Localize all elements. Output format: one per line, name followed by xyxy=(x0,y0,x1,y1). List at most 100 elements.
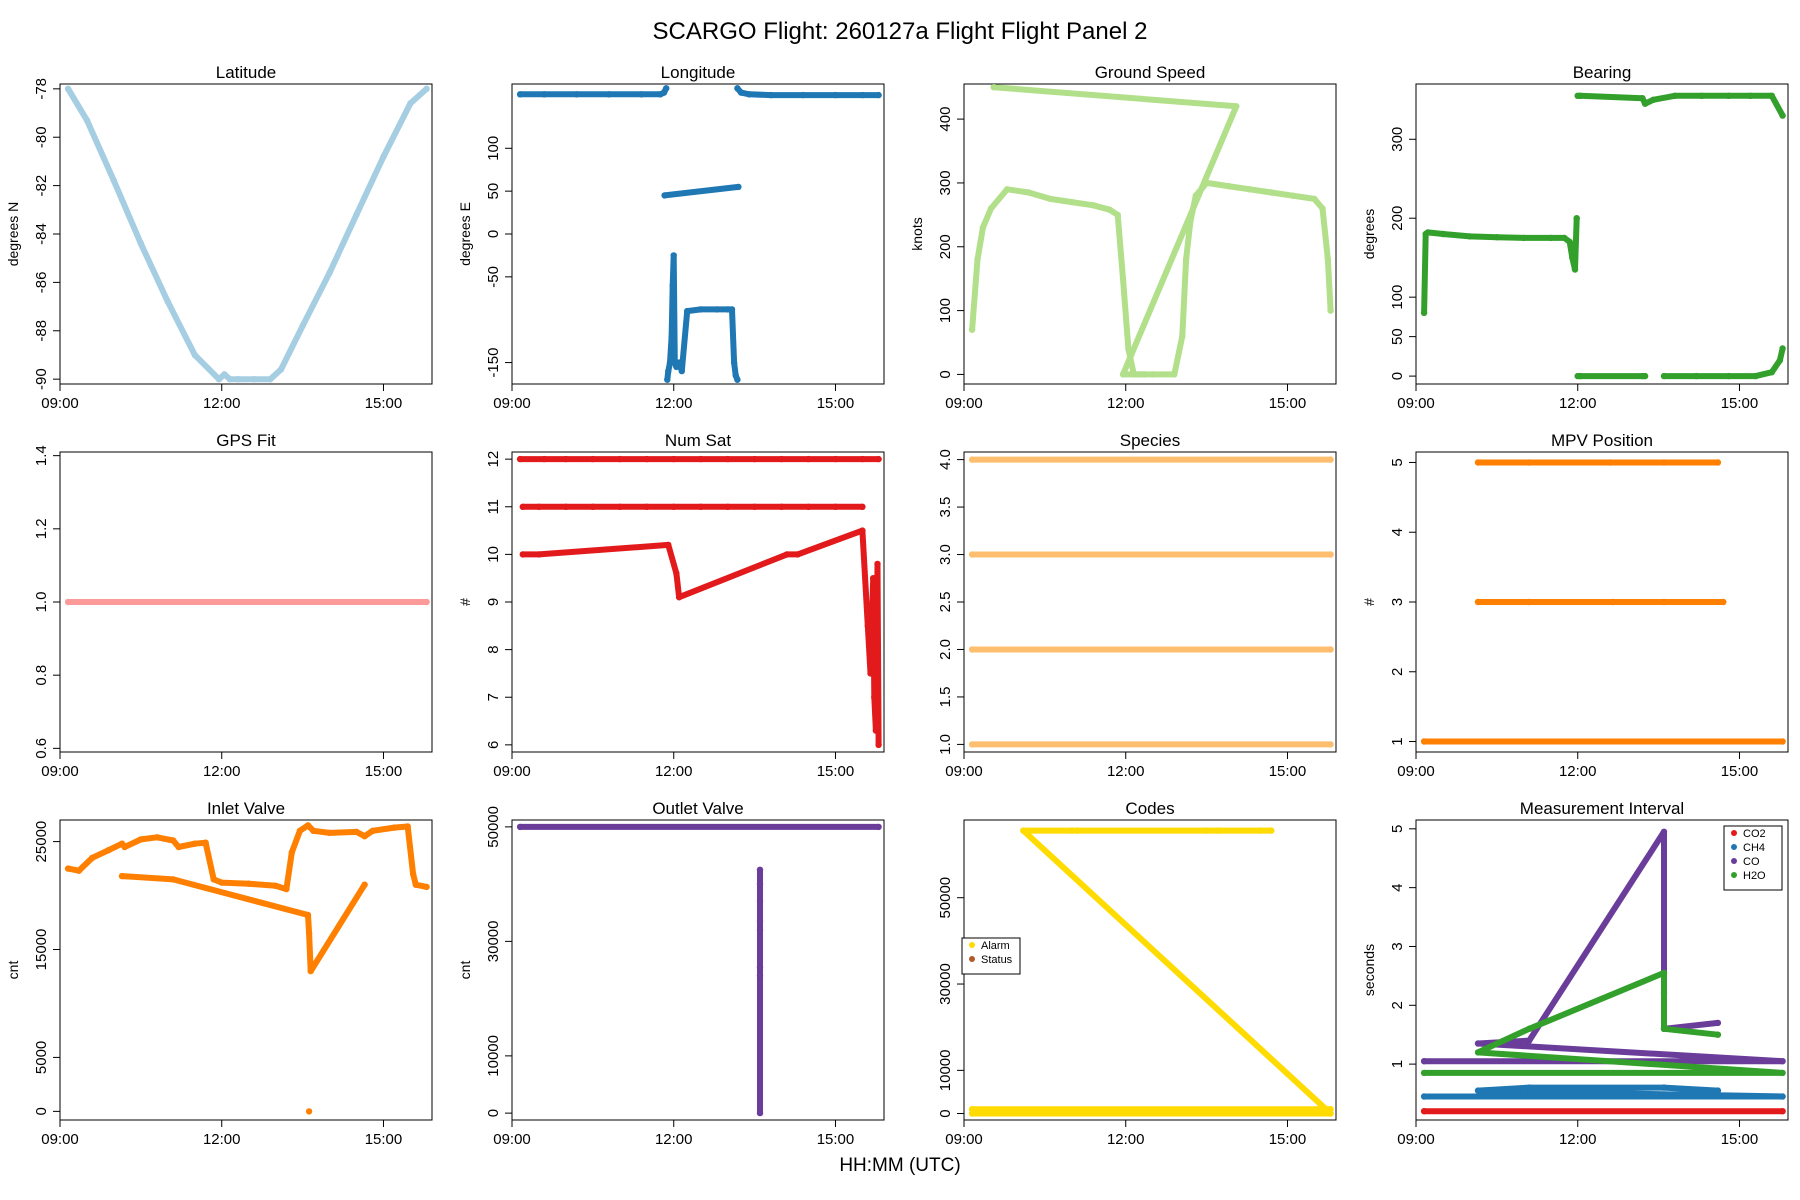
inlet_valve-data-point xyxy=(272,882,279,889)
species-data-point xyxy=(1327,741,1334,748)
mpv_position-x-tick-label: 15:00 xyxy=(1721,763,1759,780)
ground_speed-y-tick-label: 200 xyxy=(937,234,954,259)
num_sat-data-point xyxy=(751,503,758,510)
bearing-data-point xyxy=(1768,92,1775,99)
num_sat-data-point xyxy=(778,503,785,510)
latitude-data-point xyxy=(234,376,242,383)
mpv_position-x-tick-label: 12:00 xyxy=(1559,763,1597,780)
longitude-data-point xyxy=(832,91,839,99)
longitude-data-point xyxy=(541,91,548,98)
inlet_valve-data-point xyxy=(305,1108,313,1115)
num_sat-y-tick-label: 10 xyxy=(485,546,502,563)
inlet_valve-data-point xyxy=(353,828,360,836)
num_sat-data-point xyxy=(724,503,731,510)
codes-x-tick-label: 09:00 xyxy=(945,1131,983,1148)
ground_speed-data-point xyxy=(1311,195,1318,203)
num_sat-series-line xyxy=(519,527,882,748)
latitude-data-point xyxy=(110,177,118,184)
num_sat-y-tick-label: 8 xyxy=(485,645,502,653)
longitude-x-tick-label: 12:00 xyxy=(655,395,693,412)
species-data-point xyxy=(968,646,976,653)
num_sat-data-point xyxy=(864,622,871,629)
bearing-data-point xyxy=(1641,372,1649,380)
ground_speed-title: Ground Speed xyxy=(1095,63,1206,82)
species-x-tick-label: 09:00 xyxy=(945,763,983,780)
num_sat-data-point xyxy=(665,541,672,549)
longitude-data-point xyxy=(730,359,738,366)
ground_speed-data-point xyxy=(1319,205,1326,212)
inlet_valve-data-point xyxy=(326,829,333,837)
num_sat-y-tick-label: 12 xyxy=(485,451,502,468)
num_sat-data-point xyxy=(670,503,677,510)
num_sat-data-point xyxy=(616,503,623,510)
ground_speed-data-point xyxy=(1047,195,1054,203)
ground_speed-data-point xyxy=(1141,371,1148,378)
ground_speed-data-point xyxy=(1090,202,1097,209)
gps_fit-x-tick-label: 09:00 xyxy=(41,763,79,780)
longitude-data-point xyxy=(859,91,866,99)
ground_speed-data-point xyxy=(990,84,997,91)
num_sat-data-point xyxy=(673,570,680,577)
longitude-data-point xyxy=(573,91,580,98)
bearing-data-point xyxy=(1639,95,1646,102)
outlet_valve-y-tick-label: 30000 xyxy=(485,921,502,963)
bearing-series-line xyxy=(1661,345,1786,380)
inlet_valve-title: Inlet Valve xyxy=(207,799,285,818)
codes-y-tick-label: 0 xyxy=(937,1109,954,1117)
mpv_position-data-point xyxy=(1526,598,1533,606)
inlet_valve-data-point xyxy=(170,837,177,844)
mpv_position-data-point xyxy=(1660,459,1668,466)
measurement_interval-x-tick-label: 12:00 xyxy=(1559,1131,1597,1148)
species-title: Species xyxy=(1120,431,1180,450)
longitude-title: Longitude xyxy=(661,63,736,82)
longitude-data-point xyxy=(663,85,670,92)
num_sat-data-point xyxy=(875,455,882,463)
latitude-series-line xyxy=(65,85,430,383)
figure-x-axis-label: HH:MM (UTC) xyxy=(839,1155,961,1176)
longitude-data-point xyxy=(799,91,807,99)
gps_fit-data-point xyxy=(423,598,430,606)
measurement_interval-data-point xyxy=(1779,1108,1786,1115)
measurement_interval-y-tick-label: 4 xyxy=(1389,883,1406,891)
num_sat-y-tick-label: 7 xyxy=(485,693,502,701)
species-y-tick-label: 3.5 xyxy=(937,497,954,518)
outlet_valve-data-point xyxy=(756,1109,764,1117)
inlet_valve-data-point xyxy=(423,883,430,891)
ground_speed-data-point xyxy=(1114,211,1121,219)
inlet_valve-data-point xyxy=(369,827,376,834)
longitude-data-point xyxy=(665,367,672,375)
num_sat-data-point xyxy=(535,503,543,510)
species-data-point xyxy=(1327,456,1334,463)
bearing-data-point xyxy=(1660,372,1668,380)
bearing-data-point xyxy=(1547,234,1554,242)
outlet_valve-y-tick-label: 0 xyxy=(485,1109,502,1117)
num_sat-x-tick-label: 09:00 xyxy=(493,763,531,780)
latitude-data-point xyxy=(250,376,258,383)
longitude-y-axis-label: degrees E xyxy=(457,202,473,266)
inlet_valve-data-point xyxy=(137,836,145,843)
latitude-data-point xyxy=(380,153,387,160)
inlet_valve-data-point xyxy=(153,834,161,841)
measurement_interval-y-tick-label: 1 xyxy=(1389,1060,1406,1068)
measurement_interval-series-line xyxy=(1421,1084,1786,1100)
outlet_valve-x-tick-label: 09:00 xyxy=(493,1131,531,1148)
ground_speed-data-point xyxy=(974,256,981,263)
latitude-data-point xyxy=(299,322,306,330)
ground_speed-chart: Ground Speed 09:00 12:00 15:00 0 100 200 300 400… xyxy=(909,63,1337,412)
mpv_position-data-point xyxy=(1474,598,1482,606)
ground_speed-data-point xyxy=(1327,307,1334,314)
inlet_valve-data-point xyxy=(121,843,128,851)
measurement_interval-y-tick-label: 3 xyxy=(1389,942,1406,950)
bearing-chart: Bearing 09:00 12:00 15:00 0 50 100 200 300 degree… xyxy=(1361,63,1789,412)
latitude-data-point xyxy=(137,240,145,247)
measurement_interval-data-point xyxy=(1420,1093,1428,1100)
inlet_valve-plot-frame xyxy=(59,819,433,1121)
mpv_position-data-point xyxy=(1660,598,1668,606)
codes-legend-swatch xyxy=(969,942,975,948)
longitude-data-point xyxy=(746,91,753,98)
num_sat-y-tick-label: 6 xyxy=(485,741,502,749)
longitude-data-point xyxy=(666,359,674,366)
latitude-data-point xyxy=(277,366,285,373)
bearing-y-tick-label: 0 xyxy=(1389,372,1406,380)
num_sat-data-point xyxy=(589,503,597,510)
